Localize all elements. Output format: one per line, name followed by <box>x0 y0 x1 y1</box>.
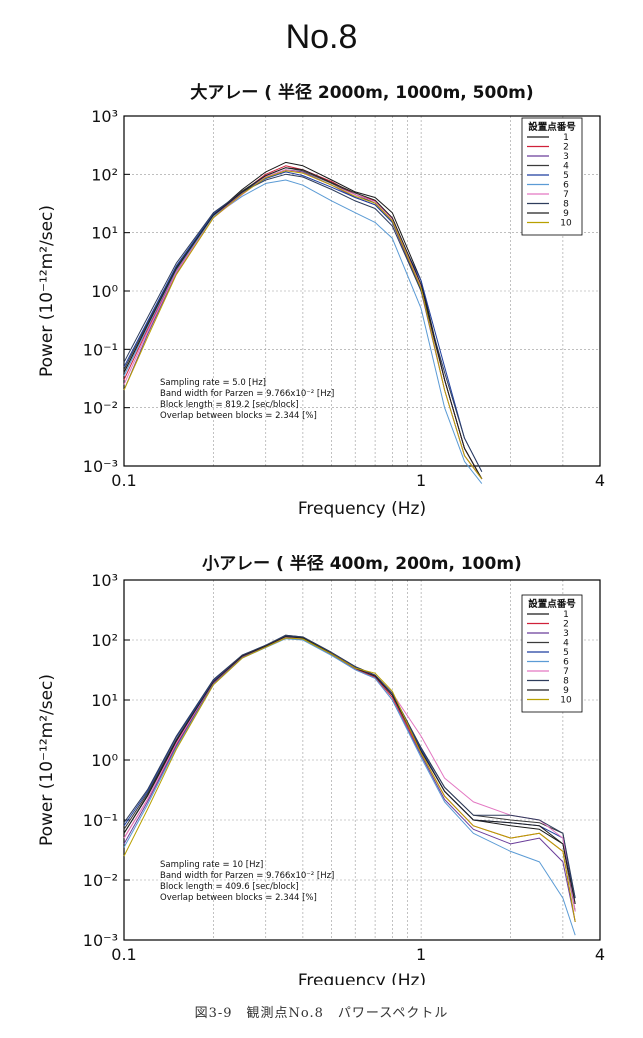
legend-entry-2: 2 <box>563 620 569 630</box>
series-group <box>123 161 483 484</box>
legend-entry-3: 3 <box>563 152 569 162</box>
legend-box <box>521 594 583 713</box>
annotation-line: Block length = 819.2 [sec/block] <box>160 400 299 410</box>
y-tick-label: 10⁻³ <box>83 931 118 950</box>
legend-entry-4: 4 <box>563 162 569 172</box>
series-line-9 <box>123 167 483 480</box>
series-line-5 <box>123 171 483 472</box>
x-tick-label: 0.1 <box>111 945 136 964</box>
annotations: Sampling rate = 10 [Hz]Band width for Pa… <box>160 860 334 903</box>
chart-large-array: 大アレー ( 半径 2000m, 1000m, 500m) 10⁻³ 10⁻² 10⁻… <box>37 82 605 519</box>
x-tick-label: 4 <box>595 945 605 964</box>
legend-entry-7: 7 <box>563 190 569 200</box>
legend-entry-4: 4 <box>563 639 569 649</box>
annotation-line: Band width for Parzen = 9.766x10⁻² [Hz] <box>160 389 334 399</box>
series-line-4 <box>123 167 483 480</box>
series-group <box>123 634 576 936</box>
y-axis-label: Power (10⁻¹²m²/sec) <box>37 674 57 846</box>
chart-title: 小アレー ( 半径 400m, 200m, 100m) <box>202 555 522 574</box>
y-tick-label: 10⁻¹ <box>83 340 118 359</box>
legend-entry-5: 5 <box>563 171 569 181</box>
x-axis-label: Frequency (Hz) <box>298 971 426 985</box>
series-line-10 <box>123 170 483 480</box>
figure-caption: 図3-9 観測点No.8 パワースペクトル <box>194 1006 449 1021</box>
legend-entry-10: 10 <box>560 219 572 229</box>
annotation-line: Overlap between blocks = 2.344 [%] <box>160 893 317 903</box>
y-tick-label: 10² <box>91 165 118 184</box>
page-title: No.8 <box>285 18 358 56</box>
grid <box>124 116 600 466</box>
y-tick-label: 10⁻³ <box>83 457 118 476</box>
annotation-line: Sampling rate = 5.0 [Hz] <box>160 378 266 388</box>
series-line-8 <box>123 634 576 899</box>
series-line-10 <box>123 637 576 922</box>
annotation-line: Overlap between blocks = 2.344 [%] <box>160 411 317 421</box>
chart-small-array: 小アレー ( 半径 400m, 200m, 100m) 10⁻³ 10⁻² 10⁻¹ 1… <box>37 555 605 985</box>
legend-entry-5: 5 <box>563 648 569 658</box>
legend-title: 設置点番号 <box>528 598 576 610</box>
x-tick-label: 4 <box>595 471 605 490</box>
legend-title: 設置点番号 <box>528 121 576 133</box>
y-tick-label: 10⁻² <box>83 399 118 418</box>
legend-entry-1: 1 <box>563 610 569 620</box>
y-tick-label: 10⁰ <box>91 282 118 301</box>
y-tick-label: 10³ <box>91 107 118 126</box>
x-tick-label: 0.1 <box>111 471 136 490</box>
x-tick-label: 1 <box>416 945 426 964</box>
legend-entry-3: 3 <box>563 629 569 639</box>
legend-entry-8: 8 <box>563 677 569 687</box>
legend-entry-8: 8 <box>563 200 569 210</box>
legend-entry-10: 10 <box>560 696 572 706</box>
legend-entry-9: 9 <box>563 686 569 696</box>
series-line-6 <box>123 179 483 484</box>
chart-title: 大アレー ( 半径 2000m, 1000m, 500m) <box>190 82 533 103</box>
annotation-line: Band width for Parzen = 9.766x10⁻² [Hz] <box>160 871 334 881</box>
grid <box>124 580 600 940</box>
x-tick-label: 1 <box>416 471 426 490</box>
series-line-5 <box>123 635 576 899</box>
y-tick-label: 10¹ <box>91 691 118 710</box>
legend-entry-7: 7 <box>563 667 569 677</box>
y-tick-label: 10⁻² <box>83 871 118 890</box>
annotation-line: Sampling rate = 10 [Hz] <box>160 860 263 870</box>
legend-entry-6: 6 <box>563 181 569 191</box>
legend-entry-1: 1 <box>563 133 569 143</box>
annotations: Sampling rate = 5.0 [Hz]Band width for P… <box>160 378 334 421</box>
y-axis-label: Power (10⁻¹²m²/sec) <box>37 205 57 377</box>
y-tick-label: 10⁰ <box>91 751 118 770</box>
legend-entry-2: 2 <box>563 143 569 153</box>
annotation-line: Block length = 409.6 [sec/block] <box>160 882 299 892</box>
y-tick-label: 10² <box>91 631 118 650</box>
y-tick-label: 10¹ <box>91 224 118 243</box>
y-tick-label: 10³ <box>91 571 118 590</box>
y-tick-label: 10⁻¹ <box>83 811 118 830</box>
x-axis-label: Frequency (Hz) <box>298 499 426 519</box>
legend-entry-6: 6 <box>563 658 569 668</box>
legend-entry-9: 9 <box>563 209 569 219</box>
series-line-8 <box>123 173 483 472</box>
legend-box <box>521 117 583 236</box>
